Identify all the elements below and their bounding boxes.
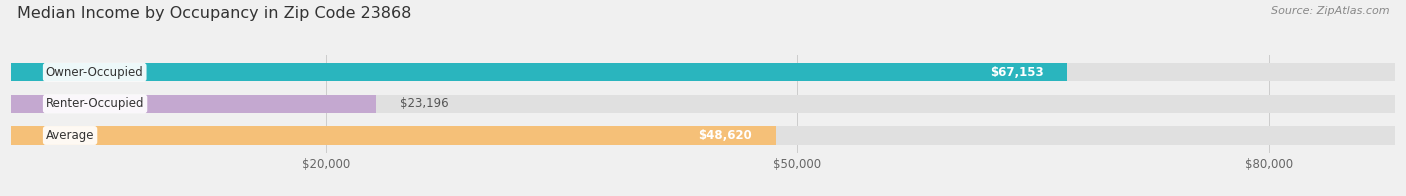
Text: $67,153: $67,153 [990,66,1043,79]
Bar [11,63,1395,81]
Bar [11,95,1395,113]
Bar [11,126,776,145]
Text: $48,620: $48,620 [699,129,752,142]
Bar [11,95,1395,113]
Text: $23,196: $23,196 [399,97,449,110]
Text: Median Income by Occupancy in Zip Code 23868: Median Income by Occupancy in Zip Code 2… [17,6,411,21]
Bar [11,95,375,113]
Bar [11,63,1395,81]
Bar [11,126,1395,145]
Text: Renter-Occupied: Renter-Occupied [46,97,145,110]
Bar [11,63,1067,81]
Text: Average: Average [46,129,94,142]
Text: Owner-Occupied: Owner-Occupied [46,66,143,79]
Bar [11,126,1395,145]
Text: Source: ZipAtlas.com: Source: ZipAtlas.com [1271,6,1389,16]
